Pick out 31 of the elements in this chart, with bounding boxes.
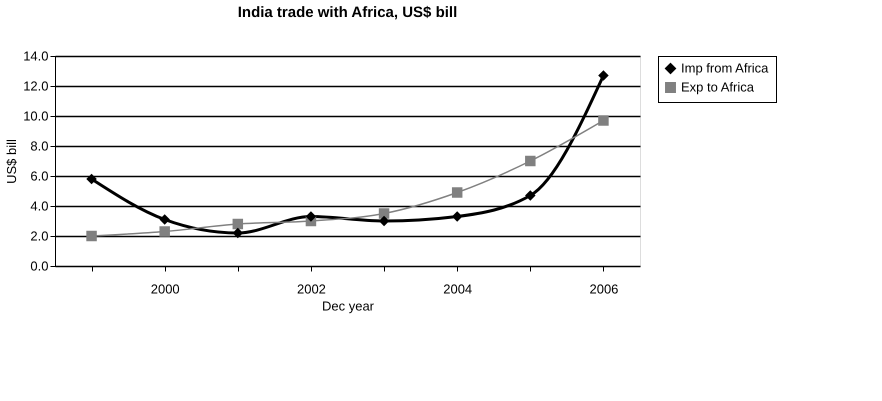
legend-label: Imp from Africa [681,60,770,76]
y-tick-label: 2.0 [30,228,48,244]
chart-title: India trade with Africa, US$ bill [238,4,458,21]
point [598,70,609,81]
x-tick-label: 2000 [150,282,180,296]
point [232,228,244,238]
y-axis-title: US$ bill [4,138,20,184]
y-tick-label: 8.0 [30,138,48,154]
point [159,226,170,237]
point [378,216,390,226]
x-tick-label: 2002 [296,282,326,296]
x-tick-label: 2006 [589,282,618,296]
point [452,211,462,222]
y-tick-label: 0.0 [30,258,48,274]
point [598,115,609,126]
point [232,218,244,230]
y-tick-label: 14.0 [23,48,48,64]
y-tick-label: 10.0 [23,108,48,124]
x-tick-label: 2004 [443,282,472,296]
y-tick-label: 4.0 [30,198,48,214]
y-tick-label: 12.0 [23,78,48,94]
point [525,156,536,166]
point [159,214,170,225]
x-axis-title: Dec year [322,298,375,314]
point [86,230,97,242]
point [452,187,462,198]
point [86,174,97,184]
legend-label: Exp to Africa [681,80,755,94]
point [525,190,536,201]
y-tick-label: 6.0 [30,168,48,184]
point [306,211,316,222]
